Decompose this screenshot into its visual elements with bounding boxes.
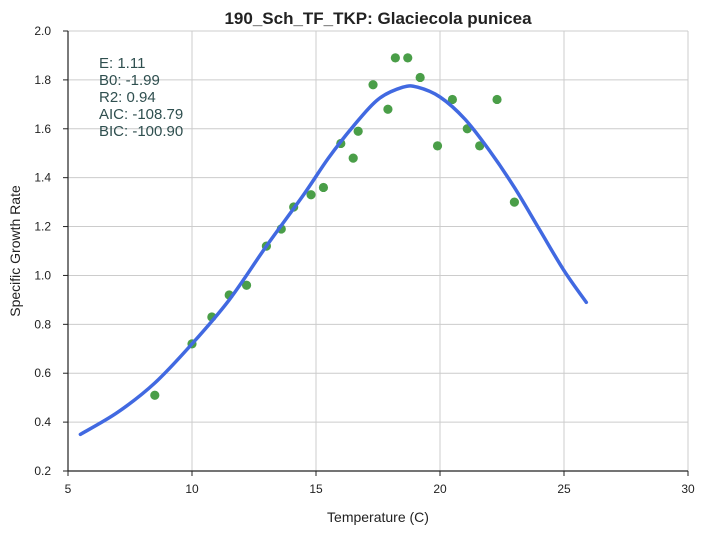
stat-b0: B0: -1.99 xyxy=(99,72,160,89)
stat-bic: BIC: -100.90 xyxy=(99,123,183,140)
y-tick-label: 1.8 xyxy=(34,73,51,87)
y-tick-label: 1.0 xyxy=(34,268,51,282)
axes xyxy=(67,31,688,472)
y-tick-label: 0.4 xyxy=(34,415,51,429)
data-point xyxy=(475,141,485,151)
x-tick-label: 15 xyxy=(309,482,323,496)
x-axis-ticks: 5 10 15 20 25 30 xyxy=(65,471,695,496)
y-tick-label: 2.0 xyxy=(34,24,51,38)
stat-aic: AIC: -108.79 xyxy=(99,106,183,123)
data-point xyxy=(353,126,363,136)
data-point xyxy=(368,80,378,90)
chart-title: 190_Sch_TF_TKP: Glaciecola punicea xyxy=(224,9,532,28)
y-tick-label: 1.2 xyxy=(34,220,51,234)
data-point xyxy=(318,182,329,193)
data-point xyxy=(492,94,502,105)
data-point xyxy=(432,141,443,151)
stat-r2: R2: 0.94 xyxy=(99,89,156,106)
y-axis-ticks: 0.2 0.4 0.6 0.8 1.0 1.2 1.4 1.6 1.8 2.0 xyxy=(34,24,68,478)
x-axis-title: Temperature (C) xyxy=(327,509,429,525)
y-tick-label: 0.8 xyxy=(34,317,51,331)
grid xyxy=(68,30,689,471)
data-point xyxy=(509,197,519,207)
y-tick-label: 1.6 xyxy=(34,122,51,136)
fit-curve xyxy=(78,84,589,437)
data-point xyxy=(403,53,413,63)
data-point xyxy=(383,104,393,114)
data-point xyxy=(348,153,358,163)
x-tick-label: 20 xyxy=(433,482,447,496)
data-point xyxy=(390,53,400,63)
y-axis-title: Specific Growth Rate xyxy=(7,185,23,317)
x-tick-label: 10 xyxy=(185,482,199,496)
fit-statistics: E: 1.11 B0: -1.99 R2: 0.94 AIC: -108.79 … xyxy=(99,55,183,140)
y-tick-label: 0.6 xyxy=(34,366,51,380)
data-point xyxy=(415,72,425,83)
data-point xyxy=(241,280,252,290)
stat-e: E: 1.11 xyxy=(99,55,145,72)
x-tick-label: 30 xyxy=(681,482,695,496)
y-tick-label: 0.2 xyxy=(34,464,51,478)
x-tick-label: 25 xyxy=(557,482,571,496)
x-tick-label: 5 xyxy=(65,482,72,496)
y-tick-label: 1.4 xyxy=(34,171,51,185)
data-point xyxy=(150,390,160,400)
data-point xyxy=(447,94,457,105)
data-point xyxy=(306,190,316,200)
